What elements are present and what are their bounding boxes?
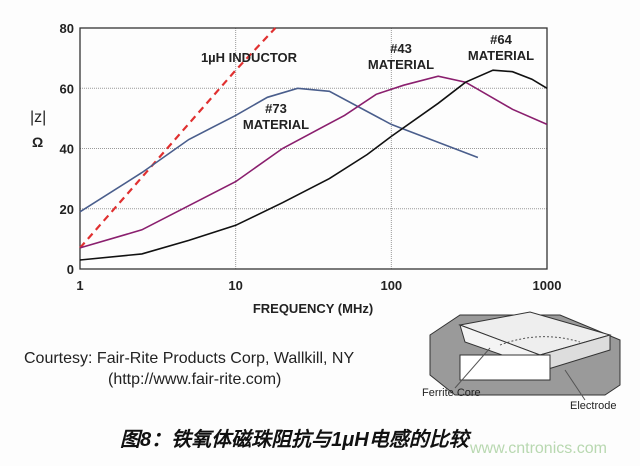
watermark: www.cntronics.com	[470, 440, 607, 457]
x-tick-label: 1	[76, 278, 83, 293]
x-tick-label: 10	[228, 278, 242, 293]
ferrite-core-label: Ferrite Core	[422, 387, 481, 399]
label-64-material: MATERIAL	[468, 48, 534, 63]
label-inductor: 1µH INDUCTOR	[201, 50, 298, 65]
courtesy-text: Courtesy: Fair-Rite Products Corp, Wallk…	[24, 350, 355, 367]
y-tick-label: 20	[60, 202, 74, 217]
ferrite-bead-diagram	[429, 311, 621, 401]
y-tick-label: 80	[60, 21, 74, 36]
x-tick-label: 100	[380, 278, 402, 293]
series-line--73-material	[79, 87, 479, 213]
impedance-chart: 0 20 40 60 80 1 10 100 1000 |z| Ω FREQUENCY (MHz…	[30, 21, 562, 316]
y-tick-label: 0	[67, 262, 74, 277]
y-axis-label: |z|	[30, 109, 46, 126]
y-tick-label: 40	[60, 142, 74, 157]
figure-caption: 图8：铁氧体磁珠阻抗与1μH电感的比较	[120, 429, 469, 451]
x-axis-label: FREQUENCY (MHz)	[253, 301, 373, 316]
label-43-material: MATERIAL	[368, 57, 434, 72]
plot-frame	[79, 27, 548, 270]
label-64-num: #64	[490, 32, 512, 47]
label-43-num: #43	[390, 41, 412, 56]
series-line--43-material	[79, 75, 548, 249]
series-line--64-material	[79, 69, 548, 261]
electrode-label: Electrode	[570, 400, 617, 412]
y-tick-label: 60	[60, 81, 74, 96]
x-tick-label: 1000	[533, 278, 562, 293]
y-axis-unit: Ω	[32, 134, 43, 150]
source-url: (http://www.fair-rite.com)	[108, 371, 282, 388]
label-73-num: #73	[265, 101, 287, 116]
label-73-material: MATERIAL	[243, 117, 309, 132]
series-line-1-h-inductor	[79, 27, 277, 249]
